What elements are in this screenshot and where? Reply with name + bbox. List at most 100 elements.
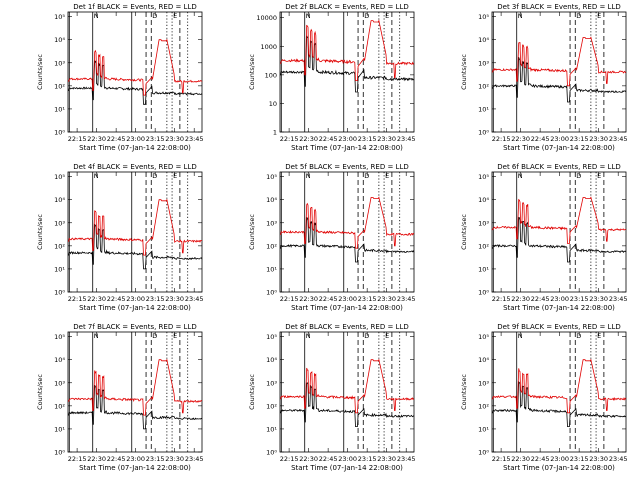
x-tick-label: 23:45 (609, 135, 628, 143)
y-tick-label: 10⁴ (478, 356, 489, 364)
y-tick-label: 10¹ (478, 265, 489, 273)
y-tick-label: 10⁴ (266, 356, 277, 364)
x-tick-label: 23:45 (397, 135, 416, 143)
panel-4: Det 4f BLACK = Events, RED = LLD 10⁰ 10¹ 10… (36, 163, 204, 312)
x-tick-label: 23:00 (550, 455, 569, 463)
y-axis-label: Counts/sec (460, 54, 468, 90)
series-events-line (68, 384, 203, 430)
x-tick-label: 22:45 (107, 135, 126, 143)
x-axis-label: Start Time (07-Jan-14 22:08:00) (79, 304, 191, 312)
x-tick-label: 23:45 (397, 295, 416, 303)
y-tick-label: 10¹ (266, 425, 277, 433)
series-lld-line (280, 196, 415, 249)
x-tick-label: 22:30 (87, 135, 106, 143)
x-tick-label: 22:45 (107, 455, 126, 463)
y-tick-label: 10² (54, 402, 65, 410)
x-axis-label: Start Time (07-Jan-14 22:08:00) (291, 304, 403, 312)
x-tick-label: 23:00 (550, 135, 569, 143)
marker-label: N (94, 12, 99, 20)
y-tick-label: 10 (269, 100, 277, 108)
x-tick-label: 22:30 (511, 295, 530, 303)
x-tick-label: 22:30 (87, 455, 106, 463)
panel-title: Det 8f BLACK = Events, RED = LLD (285, 323, 408, 331)
y-tick-label: 10¹ (54, 425, 65, 433)
y-tick-label: 10⁵ (478, 173, 489, 181)
x-tick-label: 22:30 (299, 295, 318, 303)
x-tick-label: 23:30 (377, 455, 396, 463)
marker-label: D (152, 172, 157, 180)
x-axis-label: Start Time (07-Jan-14 22:08:00) (291, 144, 403, 152)
y-tick-label: 10² (478, 242, 489, 250)
series-events-line (492, 57, 627, 103)
series-events-line (280, 382, 415, 428)
x-tick-label: 23:30 (589, 135, 608, 143)
plot-frame (279, 11, 415, 133)
plot-frame (67, 11, 203, 133)
x-tick-label: 22:30 (299, 455, 318, 463)
y-tick-label: 10⁴ (478, 36, 489, 44)
marker-label: N (518, 12, 523, 20)
x-tick-label: 23:15 (358, 295, 377, 303)
y-tick-label: 10⁵ (266, 333, 277, 341)
x-tick-label: 23:00 (338, 295, 357, 303)
y-tick-label: 10⁰ (478, 129, 489, 137)
panel-5: Det 5f BLACK = Events, RED = LLD 10⁰ 10¹ 10… (248, 163, 416, 312)
x-tick-label: 22:15 (280, 455, 299, 463)
plot-frame (491, 331, 627, 453)
y-tick-label: 1000 (260, 43, 277, 51)
x-axis-label: Start Time (07-Jan-14 22:08:00) (503, 304, 615, 312)
y-tick-label: 10000 (256, 14, 277, 22)
x-axis-label: Start Time (07-Jan-14 22:08:00) (79, 144, 191, 152)
series-lld-line (280, 358, 415, 414)
y-tick-label: 10³ (54, 379, 65, 387)
y-tick-label: 10⁵ (266, 173, 277, 181)
plot-frame (279, 171, 415, 293)
y-tick-label: 10⁵ (54, 333, 65, 341)
x-tick-label: 23:15 (358, 455, 377, 463)
panel-9: Det 9f BLACK = Events, RED = LLD 10⁰ 10¹ 10… (460, 323, 628, 472)
panel-title: Det 7f BLACK = Events, RED = LLD (73, 323, 196, 331)
panel-title: Det 9f BLACK = Events, RED = LLD (497, 323, 620, 331)
y-tick-label: 10⁵ (54, 173, 65, 181)
x-tick-label: 23:30 (165, 295, 184, 303)
plot-frame (67, 331, 203, 453)
x-tick-label: 22:15 (280, 295, 299, 303)
y-tick-label: 10⁴ (266, 196, 277, 204)
x-tick-label: 23:00 (126, 455, 145, 463)
x-tick-label: 22:45 (531, 295, 550, 303)
marker-label: N (518, 332, 523, 340)
x-tick-label: 22:30 (87, 295, 106, 303)
panel-title: Det 6f BLACK = Events, RED = LLD (497, 163, 620, 171)
y-axis-label: Counts/sec (248, 54, 256, 90)
x-tick-label: 22:45 (319, 135, 338, 143)
marker-label: D (364, 332, 369, 340)
marker-label: D (364, 12, 369, 20)
y-tick-label: 10⁵ (54, 13, 65, 21)
y-tick-label: 10⁰ (54, 289, 65, 297)
y-tick-label: 10¹ (478, 105, 489, 113)
y-tick-label: 10³ (54, 219, 65, 227)
y-tick-label: 10² (478, 82, 489, 90)
marker-label: E (385, 172, 389, 180)
marker-label: E (173, 332, 177, 340)
x-tick-label: 23:30 (165, 455, 184, 463)
series-events-line (492, 380, 627, 428)
x-tick-label: 23:00 (338, 455, 357, 463)
panel-title: Det 1f BLACK = Events, RED = LLD (73, 3, 196, 11)
y-tick-label: 10¹ (478, 425, 489, 433)
series-lld-line (68, 358, 203, 416)
y-axis-label: Counts/sec (460, 374, 468, 410)
x-tick-label: 22:15 (492, 295, 511, 303)
x-tick-label: 23:15 (146, 455, 165, 463)
y-tick-label: 10⁰ (478, 449, 489, 457)
y-tick-label: 10² (266, 242, 277, 250)
x-tick-label: 22:30 (299, 135, 318, 143)
marker-label: N (94, 332, 99, 340)
x-axis-label: Start Time (07-Jan-14 22:08:00) (503, 144, 615, 152)
marker-label: N (518, 172, 523, 180)
y-axis-label: Counts/sec (248, 214, 256, 250)
x-tick-label: 23:45 (609, 295, 628, 303)
x-tick-label: 23:15 (146, 295, 165, 303)
